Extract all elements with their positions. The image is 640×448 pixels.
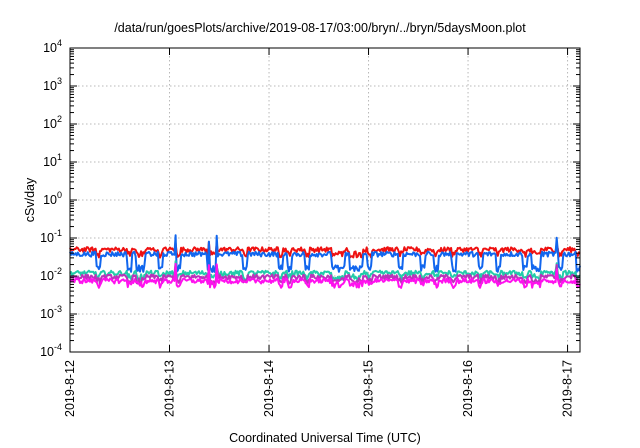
series-line [69, 262, 581, 289]
series-lines [69, 234, 581, 289]
y-tick-label: 100 [43, 190, 62, 207]
axis-ticks [69, 47, 580, 353]
y-tick-label: 10-4 [40, 342, 62, 359]
x-tick-label: 2019-8-13 [163, 360, 177, 417]
y-tick-label: 10-1 [40, 228, 62, 245]
series-line [69, 234, 581, 273]
y-tick-label: 101 [43, 152, 62, 169]
x-tick-label: 2019-8-16 [461, 360, 475, 417]
y-tick-label: 104 [43, 38, 62, 55]
grid-lines [69, 48, 580, 352]
chart-title: /data/run/goesPlots/archive/2019-08-17/0… [114, 21, 526, 35]
y-tick-label: 10-3 [40, 304, 62, 321]
x-tick-label: 2019-8-17 [561, 360, 575, 417]
x-tick-labels: 2019-8-12 2019-8-13 2019-8-14 2019-8-15 2019… [63, 360, 575, 417]
x-tick-label: 2019-8-15 [362, 360, 376, 417]
y-tick-labels: 10-4 10-3 10-2 10-1 100 101 102 103 104 [40, 38, 62, 359]
y-tick-label: 10-2 [40, 266, 62, 283]
y-tick-label: 102 [43, 114, 62, 131]
series-line [69, 260, 581, 282]
x-tick-label: 2019-8-12 [63, 360, 77, 417]
series-line [69, 241, 581, 259]
x-axis-label: Coordinated Universal Time (UTC) [229, 431, 421, 445]
y-axis-label: cSv/day [23, 177, 37, 222]
x-tick-label: 2019-8-14 [262, 360, 276, 417]
y-tick-label: 103 [43, 76, 62, 93]
